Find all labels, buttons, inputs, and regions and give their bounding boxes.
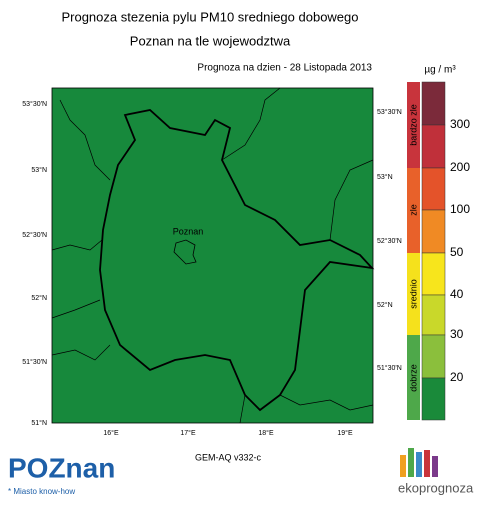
level-label: 40 <box>450 287 464 301</box>
lon-label: 18°E <box>258 429 274 437</box>
city-logo-text: POZnan <box>8 452 115 483</box>
brand-logo: ekoprognoza <box>398 448 474 495</box>
map-area <box>51 87 374 424</box>
color-step <box>421 209 446 254</box>
city-tagline: * Miasto know-how <box>8 487 75 496</box>
logo-bar <box>400 455 406 477</box>
lat-label: 51°30'N <box>377 364 402 372</box>
level-label: 30 <box>450 327 464 341</box>
model-label: GEM-AQ v332-c <box>195 452 262 462</box>
logo-bar <box>408 448 414 477</box>
logo-bar <box>424 450 430 477</box>
level-label: 20 <box>450 370 464 384</box>
logo-bar <box>416 452 422 477</box>
level-label: 50 <box>450 245 464 259</box>
lat-label: 53°30'N <box>22 100 47 108</box>
lat-label: 51°30'N <box>22 358 47 366</box>
category-band <box>407 335 420 420</box>
lon-label: 16°E <box>103 429 119 437</box>
legend-unit: µg / m³ <box>424 65 456 76</box>
legend: µg / m³ bardzo zle zle srednio dobrze 30… <box>407 65 470 421</box>
lat-label: 53°30'N <box>377 108 402 116</box>
color-step <box>421 377 446 421</box>
logo-bar <box>432 456 438 477</box>
color-scale <box>421 81 446 421</box>
level-labels: 300 200 100 50 40 30 20 <box>450 117 470 384</box>
voivodeship-border <box>99 109 375 412</box>
map: Poznan <box>51 87 375 424</box>
color-step <box>421 81 446 126</box>
lon-label: 19°E <box>337 429 353 437</box>
lat-label: 52°N <box>31 294 47 302</box>
category-label: dobrze <box>408 364 418 392</box>
category-band <box>407 168 420 253</box>
category-label: bardzo zle <box>408 104 418 146</box>
lat-label: 53°N <box>377 173 393 181</box>
color-step <box>421 294 446 336</box>
lon-label: 17°E <box>180 429 196 437</box>
city-label: Poznan <box>173 226 204 236</box>
region-borders <box>51 87 374 424</box>
forecast-date: Prognoza na dzien - 28 Listopada 2013 <box>197 63 372 74</box>
lat-label: 53°N <box>31 166 47 174</box>
city-border <box>173 239 197 265</box>
category-band <box>407 253 420 335</box>
level-label: 200 <box>450 160 470 174</box>
category-label: zle <box>408 204 418 216</box>
category-label: srednio <box>408 279 418 309</box>
color-step <box>421 167 446 211</box>
color-step <box>421 124 446 169</box>
lat-label: 52°30'N <box>22 231 47 239</box>
city-logo: POZnan * Miasto know-how <box>8 452 115 496</box>
level-label: 100 <box>450 202 470 216</box>
color-step <box>421 334 446 379</box>
lat-label: 51°N <box>31 419 47 427</box>
lat-label: 52°30'N <box>377 237 402 245</box>
title: Prognoza stezenia pylu PM10 sredniego do… <box>61 9 358 24</box>
color-step <box>421 252 446 296</box>
level-label: 300 <box>450 117 470 131</box>
brand-text: ekoprognoza <box>398 480 474 495</box>
axis-labels: 53°30'N 53°N 52°30'N 52°N 51°30'N 51°N 5… <box>22 100 402 437</box>
lat-label: 52°N <box>377 301 393 309</box>
category-band <box>407 82 420 168</box>
subtitle: Poznan na tle wojewodztwa <box>130 33 291 48</box>
